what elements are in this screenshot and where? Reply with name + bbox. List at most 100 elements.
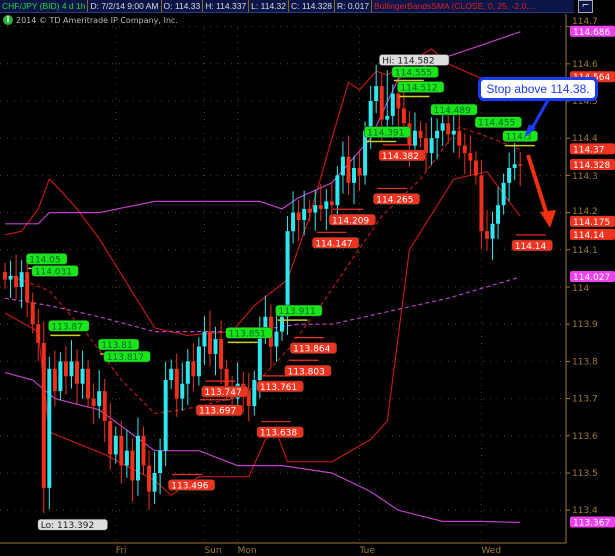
low-price-label: 114.265 xyxy=(376,195,413,205)
low-price-label-box xyxy=(378,149,426,162)
candle-up xyxy=(512,164,517,168)
candle-down xyxy=(130,450,135,481)
low-price-label-box xyxy=(328,214,376,226)
x-tick-label: Tue xyxy=(359,546,376,556)
axis-price-tag-box xyxy=(570,270,615,282)
high-price-label-box xyxy=(275,304,323,317)
low-price-label: 114.14 xyxy=(515,242,547,252)
candle-down xyxy=(418,130,423,139)
candle-down xyxy=(379,86,384,120)
high-price-label: 113.81 xyxy=(101,341,133,351)
high-price-label-box xyxy=(98,338,140,351)
candle-down xyxy=(246,391,251,407)
low-field: L: 114.32 xyxy=(249,0,289,12)
candle-up xyxy=(451,130,456,135)
high-price-label: 114.031 xyxy=(35,267,72,277)
candle-up xyxy=(374,86,379,101)
candle-up xyxy=(152,473,157,492)
hi-label-box xyxy=(379,54,450,66)
axis-price-tag-box xyxy=(570,215,615,227)
high-price-label: 114.512 xyxy=(400,84,437,94)
axis-price-tag-box xyxy=(570,516,615,528)
low-price-label-box xyxy=(168,479,216,491)
candle-down xyxy=(147,465,152,492)
candle-down xyxy=(102,391,107,421)
y-tick-label: 114.3 xyxy=(572,172,598,182)
high-price-label: 114.3 xyxy=(506,133,532,143)
candle-up xyxy=(324,201,329,209)
candle-down xyxy=(52,368,57,392)
candle-up xyxy=(352,167,357,183)
symbol-label[interactable]: CHF/JPY (BID) 4 d 1h xyxy=(0,0,89,12)
high-price-label-box xyxy=(225,327,273,339)
candle-down xyxy=(219,339,224,369)
hi-label: Hi: 114.582 xyxy=(382,56,434,66)
candle-up xyxy=(135,435,140,481)
chart-style-toggle-icon[interactable]: ⌐ xyxy=(578,0,593,13)
down-arrow-icon xyxy=(526,154,549,216)
low-price-label: 113.864 xyxy=(293,345,330,355)
y-tick-label: 113.5 xyxy=(572,469,598,479)
candle-up xyxy=(180,383,185,399)
info-icon[interactable]: i xyxy=(3,15,13,25)
candle-down xyxy=(346,156,351,183)
x-tick-label: Mon xyxy=(238,546,257,556)
candle-down xyxy=(446,123,451,135)
candle-down xyxy=(63,361,68,377)
candle-up xyxy=(163,380,168,451)
candle-up xyxy=(291,212,296,232)
high-price-label: 113.87 xyxy=(51,322,83,332)
candle-down xyxy=(191,361,196,377)
candle-down xyxy=(86,368,91,399)
y-tick-label: 114.2 xyxy=(572,207,598,217)
y-tick-label: 113.9 xyxy=(572,320,598,330)
axis-price-tag-box xyxy=(570,143,615,155)
candle-up xyxy=(429,138,434,154)
candle-down xyxy=(396,93,401,109)
candle-down xyxy=(14,275,19,287)
axis-price-tag: 114.328 xyxy=(573,161,610,171)
down-arrow-head xyxy=(540,210,556,228)
high-price-label: 114.391 xyxy=(367,129,404,139)
axis-price-tag-box xyxy=(570,158,615,170)
y-tick-label: 113.6 xyxy=(572,432,598,442)
candle-up xyxy=(213,339,218,354)
low-price-label: 113.747 xyxy=(205,388,242,398)
candle-up xyxy=(335,175,340,206)
candle-up xyxy=(113,435,118,455)
high-price-label-box xyxy=(430,103,478,116)
y-tick-label: 113.7 xyxy=(572,395,598,405)
high-price-label: 114.555 xyxy=(395,69,432,79)
candle-up xyxy=(501,182,506,206)
candle-up xyxy=(285,231,290,317)
candle-up xyxy=(158,450,163,473)
candle-up xyxy=(313,205,318,213)
lo-label-box xyxy=(37,518,108,531)
y-tick-label: 113.8 xyxy=(572,357,598,367)
high-price-label: 114.455 xyxy=(478,119,515,129)
candle-down xyxy=(141,435,146,466)
candle-down xyxy=(207,331,212,354)
candle-down xyxy=(119,435,124,466)
candle-up xyxy=(252,380,257,407)
high-price-label-box xyxy=(31,265,79,277)
copyright: i 2014 © TD Ameritrade IP Company, Inc. xyxy=(3,15,178,25)
study-label[interactable]: BollingerBandsSMA (CLOSE, 0, 25, -2.0,..… xyxy=(374,1,536,11)
low-price-label: 114.209 xyxy=(332,216,369,226)
low-price-label-box xyxy=(256,426,304,438)
low-price-label: 113.761 xyxy=(260,383,297,393)
candle-up xyxy=(280,316,284,332)
copyright-text: 2014 © TD Ameritrade IP Company, Inc. xyxy=(16,15,178,25)
candle-up xyxy=(263,316,268,332)
quote-header: CHF/JPY (BID) 4 d 1h D: 7/2/14 9:00 AM O… xyxy=(0,0,574,13)
candle-down xyxy=(468,153,473,161)
candle-up xyxy=(507,167,512,183)
high-price-label: 113.851 xyxy=(229,329,266,339)
candle-up xyxy=(390,93,395,116)
candle-up xyxy=(440,123,445,131)
low-price-label-box xyxy=(284,365,332,377)
candle-up xyxy=(385,115,390,120)
high-price-label-box xyxy=(103,350,151,363)
callout-arrow-head xyxy=(524,124,536,138)
